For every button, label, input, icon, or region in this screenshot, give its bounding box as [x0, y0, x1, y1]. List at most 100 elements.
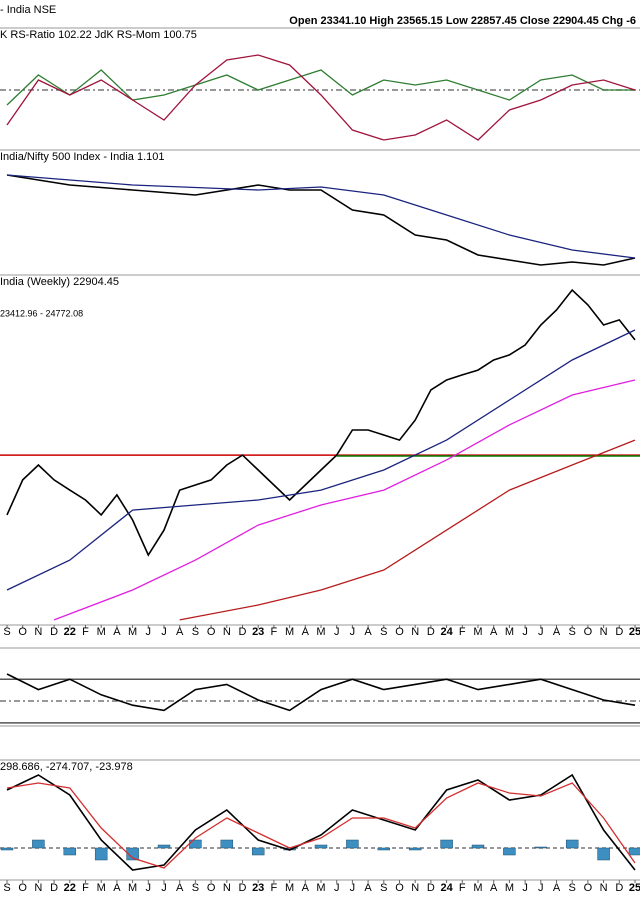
x-tick-label: J	[350, 882, 356, 894]
series-line	[179, 439, 636, 621]
x-tick-label: D	[427, 882, 435, 894]
x-tick-label: A	[490, 626, 498, 638]
x-tick-label: D	[615, 882, 623, 894]
x-tick-label: M	[505, 882, 514, 894]
x-tick-label: A	[113, 626, 121, 638]
x-tick-label: J	[522, 626, 528, 638]
x-tick-label: M	[285, 626, 294, 638]
histogram-bar	[32, 839, 45, 849]
histogram-bar	[534, 846, 548, 849]
x-tick-label: F	[459, 882, 466, 894]
x-tick-label: J	[161, 626, 167, 638]
x-tick-label: O	[395, 882, 404, 894]
histogram-bar	[408, 847, 422, 851]
x-tick-label: N	[223, 626, 231, 638]
x-tick-label: N	[600, 882, 608, 894]
series-line	[6, 288, 636, 557]
x-tick-label: 22	[64, 626, 76, 638]
x-tick-label: D	[239, 882, 247, 894]
series-line	[6, 174, 636, 266]
panel-subtitle: 23412.96 - 24772.08	[0, 308, 83, 318]
series-line	[6, 69, 635, 106]
histogram-bar	[628, 847, 640, 856]
x-tick-label: 23	[252, 882, 264, 894]
x-tick-label: D	[50, 626, 58, 638]
x-tick-label: O	[584, 882, 593, 894]
x-tick-label: 25	[629, 626, 640, 638]
series-line	[6, 673, 636, 712]
series-line	[6, 329, 636, 591]
x-tick-label: F	[82, 882, 89, 894]
x-tick-label: S	[569, 882, 576, 894]
x-tick-label: M	[473, 882, 482, 894]
x-tick-label: A	[302, 882, 310, 894]
series-line	[53, 379, 636, 621]
x-tick-label: A	[113, 882, 121, 894]
x-tick-label: O	[18, 626, 27, 638]
x-tick-label: J	[334, 626, 340, 638]
x-tick-label: F	[459, 626, 466, 638]
panel-title: India (Weekly) 22904.45	[0, 276, 119, 288]
histogram-bar	[565, 839, 579, 849]
header-right: Open 23341.10 High 23565.15 Low 22857.45…	[289, 15, 636, 27]
x-tick-label: M	[505, 626, 514, 638]
x-tick-label: M	[97, 626, 106, 638]
histogram-bar	[314, 844, 328, 849]
histogram-bar	[126, 847, 139, 861]
histogram-bar	[346, 839, 359, 849]
x-tick-label: F	[271, 882, 278, 894]
histogram-bar	[597, 847, 610, 861]
x-tick-label: J	[334, 882, 340, 894]
x-tick-label: M	[128, 626, 137, 638]
histogram-bar	[0, 847, 14, 851]
panel-title: India/Nifty 500 Index - India 1.101	[0, 151, 165, 163]
x-tick-label: 23	[252, 626, 264, 638]
x-tick-label: J	[538, 882, 544, 894]
series-line	[6, 54, 636, 141]
x-tick-label: 24	[440, 626, 453, 638]
x-tick-label: M	[128, 882, 137, 894]
x-tick-label: O	[207, 882, 216, 894]
x-tick-label: O	[584, 626, 593, 638]
x-tick-label: N	[411, 882, 419, 894]
x-tick-label: 22	[64, 882, 76, 894]
x-tick-label: D	[239, 626, 247, 638]
x-tick-label: J	[538, 626, 544, 638]
x-tick-label: N	[34, 626, 42, 638]
x-tick-label: M	[97, 882, 106, 894]
x-tick-label: D	[427, 626, 435, 638]
x-tick-label: M	[473, 626, 482, 638]
x-tick-label: S	[192, 882, 199, 894]
x-tick-label: A	[364, 882, 372, 894]
x-tick-label: 24	[440, 882, 453, 894]
x-tick-label: S	[380, 882, 387, 894]
x-tick-label: S	[192, 626, 199, 638]
x-tick-label: M	[316, 626, 325, 638]
series-line	[6, 773, 636, 871]
x-tick-label: M	[285, 882, 294, 894]
x-tick-label: A	[302, 626, 310, 638]
histogram-bar	[157, 844, 171, 849]
x-tick-label: 25	[629, 882, 640, 894]
x-tick-label: S	[3, 626, 10, 638]
histogram-bar	[220, 839, 234, 849]
x-tick-label: A	[176, 882, 184, 894]
x-tick-label: S	[569, 626, 576, 638]
histogram-bar	[94, 847, 108, 861]
histogram-bar	[503, 847, 516, 856]
x-tick-label: O	[207, 626, 216, 638]
x-tick-label: J	[161, 882, 167, 894]
x-tick-label: D	[615, 626, 623, 638]
panel-title: 298.686, -274.707, -23.978	[0, 761, 133, 773]
x-tick-label: A	[490, 882, 498, 894]
x-tick-label: O	[395, 626, 404, 638]
x-tick-label: A	[364, 626, 372, 638]
x-tick-label: A	[176, 626, 184, 638]
x-tick-label: N	[411, 626, 419, 638]
histogram-bar	[63, 847, 77, 856]
x-tick-label: N	[223, 882, 231, 894]
x-tick-label: A	[553, 882, 561, 894]
x-tick-label: M	[316, 882, 325, 894]
x-tick-label: D	[50, 882, 58, 894]
